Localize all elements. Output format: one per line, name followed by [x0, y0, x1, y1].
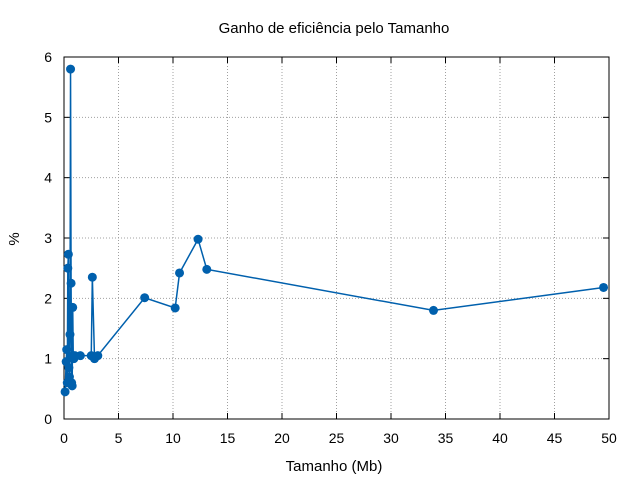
- y-axis-title: %: [6, 232, 23, 245]
- y-tick-label: 4: [44, 170, 52, 186]
- x-axis-title: Tamanho (Mb): [286, 458, 383, 475]
- y-tick-label: 2: [44, 290, 52, 306]
- data-point: [60, 387, 70, 397]
- data-point: [66, 278, 76, 288]
- y-tick-label: 0: [44, 411, 52, 427]
- x-tick-label: 0: [60, 430, 68, 446]
- y-tick-label: 6: [44, 49, 52, 65]
- grid: [64, 57, 609, 419]
- data-point: [599, 282, 609, 292]
- data-point: [65, 330, 75, 340]
- x-tick-label: 5: [115, 430, 123, 446]
- y-tick-label: 3: [44, 230, 52, 246]
- x-tick-label: 25: [329, 430, 345, 446]
- data-point: [75, 351, 85, 361]
- series-group: [60, 64, 609, 397]
- data-point: [63, 263, 73, 273]
- data-point: [429, 305, 439, 315]
- chart-title: Ganho de eficiência pelo Tamanho: [219, 20, 450, 37]
- data-point: [175, 268, 185, 278]
- data-point: [193, 234, 203, 244]
- data-point: [87, 272, 97, 282]
- x-tick-label: 50: [601, 430, 617, 446]
- data-point: [170, 303, 180, 313]
- x-tick-label: 30: [383, 430, 399, 446]
- x-tick-label: 10: [165, 430, 181, 446]
- data-point: [202, 264, 212, 274]
- data-point: [67, 381, 77, 391]
- data-point: [93, 351, 103, 361]
- x-tick-label: 15: [220, 430, 236, 446]
- data-point: [140, 293, 150, 303]
- x-tick-label: 45: [547, 430, 563, 446]
- y-tick-label: 1: [44, 351, 52, 367]
- y-tick-label: 5: [44, 109, 52, 125]
- x-tick-label: 40: [492, 430, 508, 446]
- data-point: [68, 302, 78, 312]
- data-point: [66, 64, 76, 74]
- data-point: [63, 249, 73, 259]
- data-point: [64, 363, 74, 373]
- data-point: [62, 345, 72, 355]
- x-tick-label: 35: [438, 430, 454, 446]
- x-tick-label: 20: [274, 430, 290, 446]
